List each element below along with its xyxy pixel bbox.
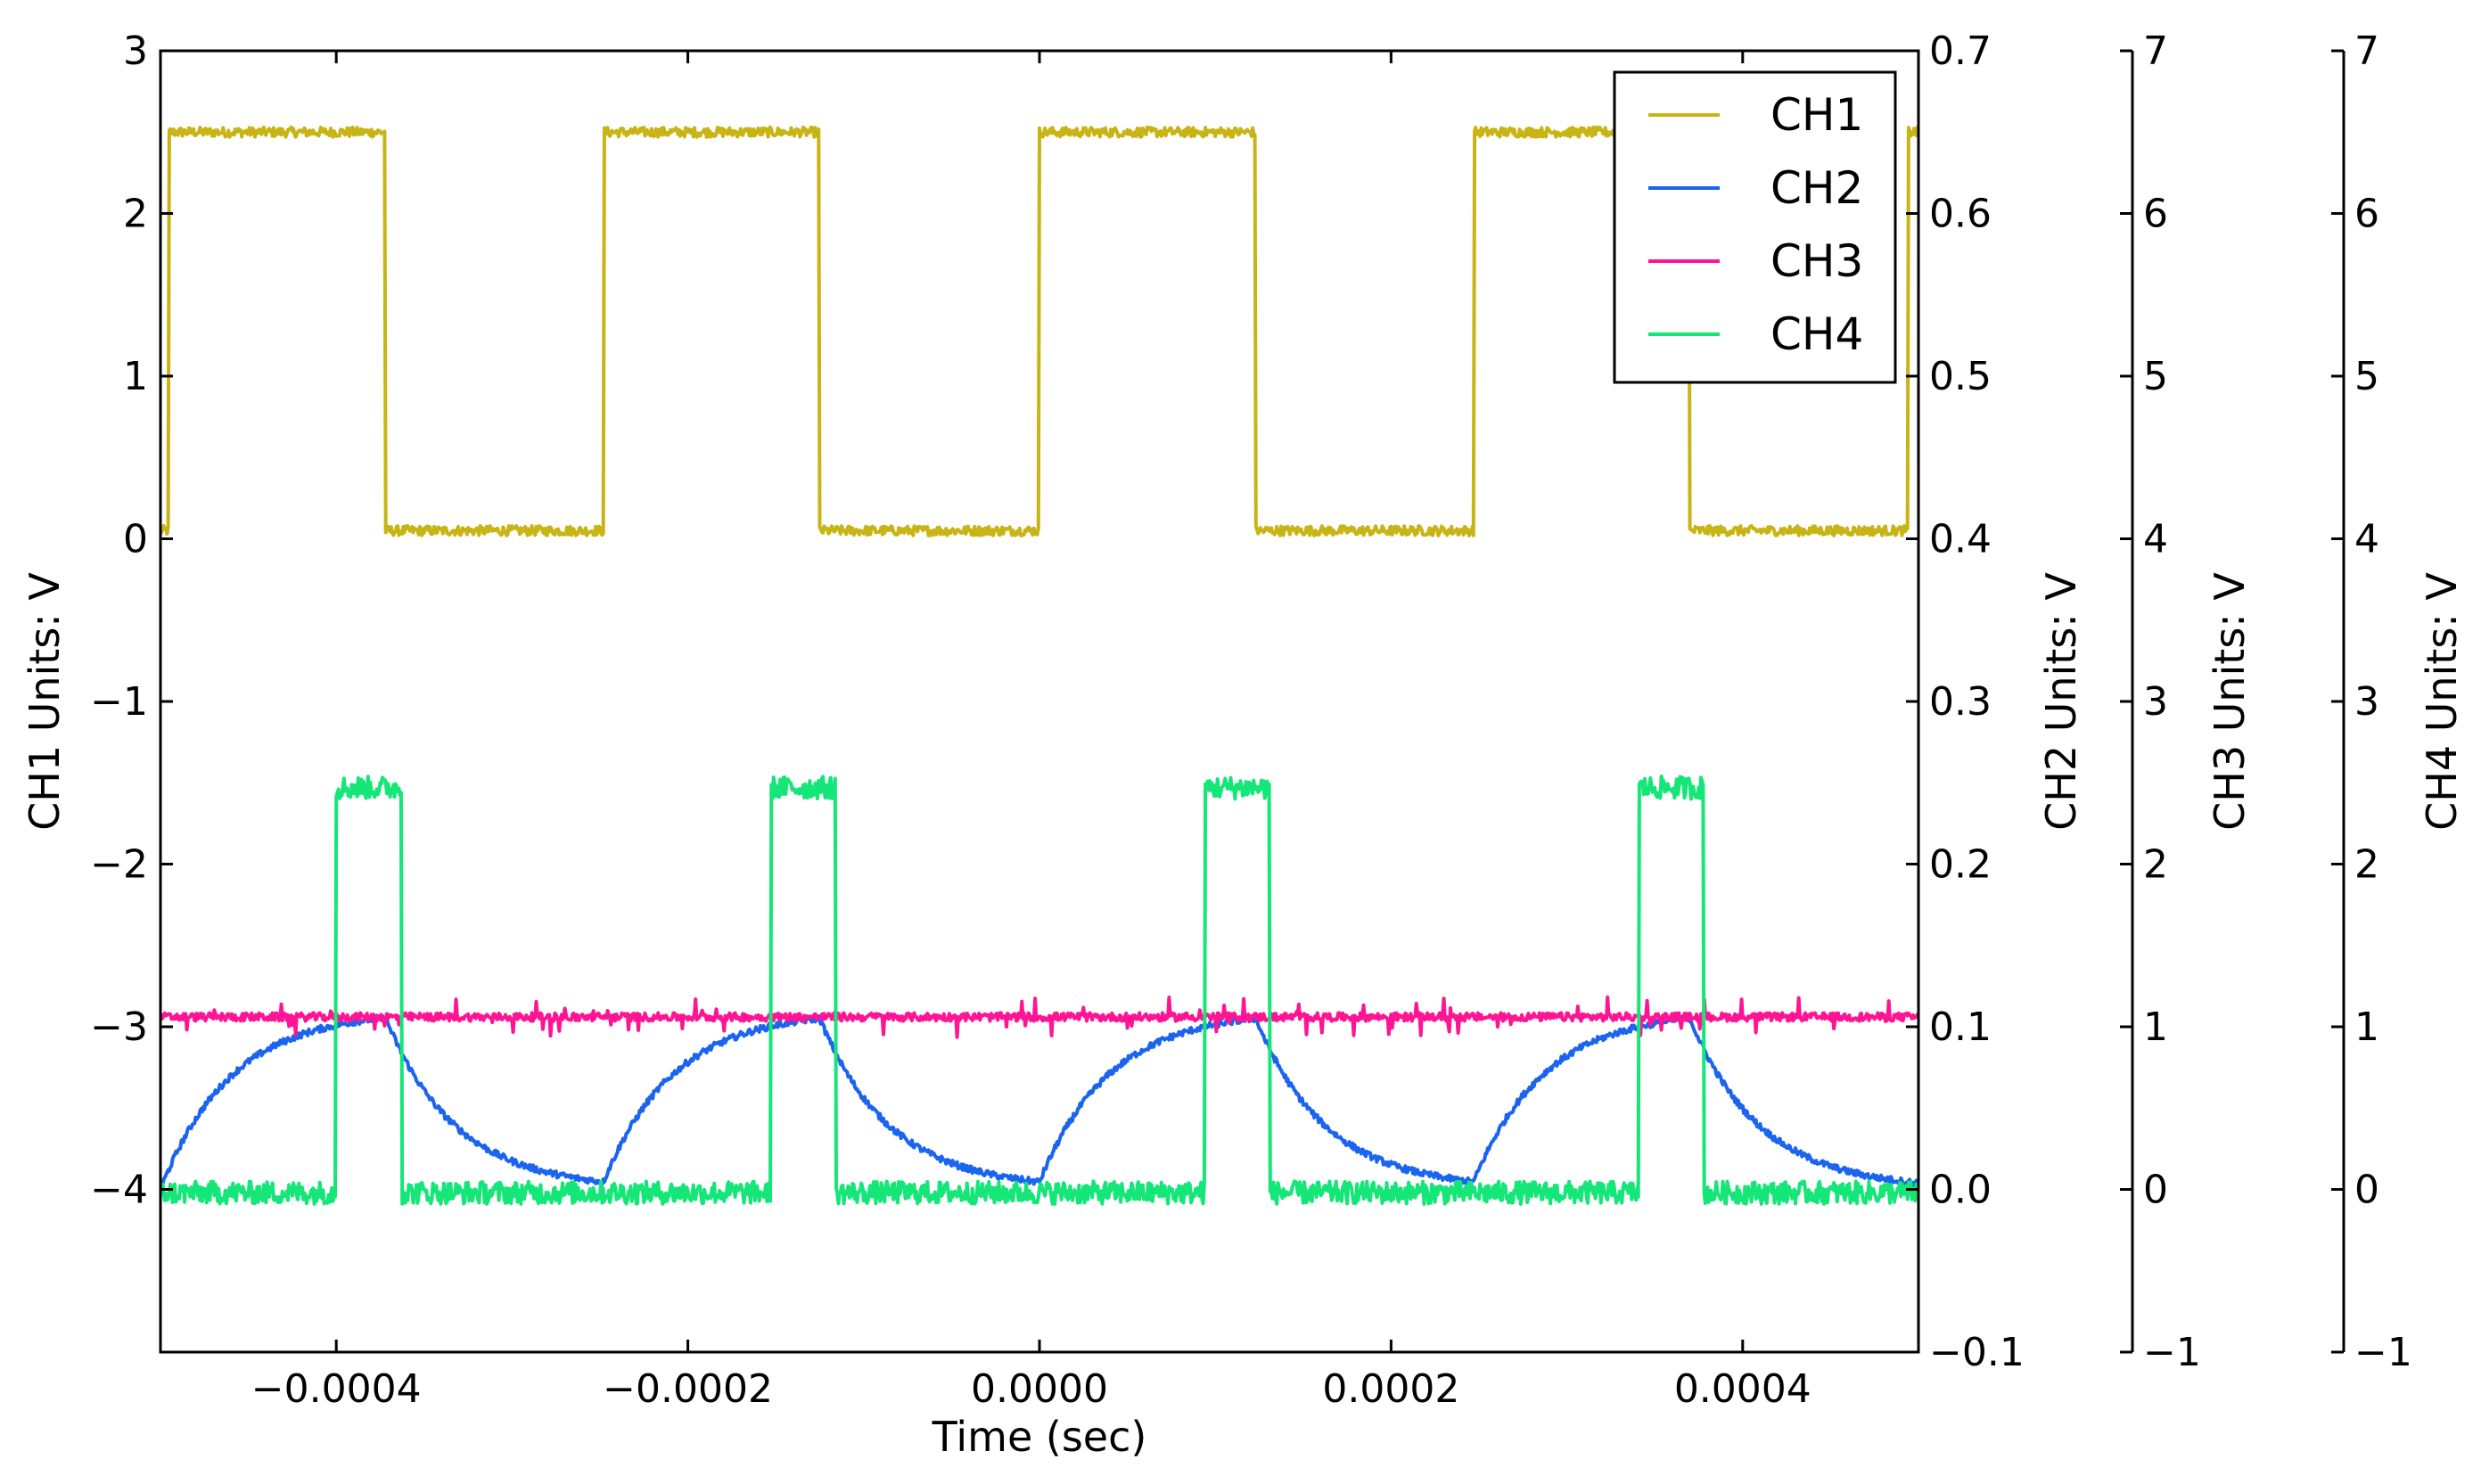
ch4-tick-label: 5 — [2354, 354, 2379, 399]
ch3-axis-label: CH3 Units: V — [2206, 572, 2254, 831]
ch3-tick-label: 2 — [2143, 842, 2168, 888]
legend: CH1 CH2 CH3 CH4 — [1613, 70, 1897, 384]
axes-layer: −0.0004 −0.0002 0.0000 0.0002 0.00043210−1−2… — [21, 29, 2466, 1412]
legend-box — [1613, 70, 1897, 384]
ch1-tick-label: −2 — [90, 842, 148, 888]
x-tick-label: 0.0000 — [971, 1366, 1108, 1412]
x-tick-label: 0.0002 — [1322, 1366, 1459, 1412]
ch2-tick-label: 0.3 — [1929, 679, 1992, 725]
ch4-tick-label: 3 — [2354, 679, 2379, 725]
ch2-tick-label: 0.5 — [1929, 354, 1992, 399]
ch2-tick-label: 0.4 — [1929, 517, 1992, 562]
ch2-tick-label: 0.2 — [1929, 842, 1992, 888]
legend-label-ch4: CH4 — [1770, 308, 1863, 360]
ch1-tick-label: 2 — [123, 192, 148, 237]
ch3-tick-label: 7 — [2143, 29, 2168, 74]
series-line-ch2 — [160, 1013, 1918, 1191]
ch1-tick-label: −3 — [90, 1004, 148, 1050]
x-tick-label: 0.0004 — [1674, 1366, 1811, 1412]
ch1-tick-label: 1 — [123, 354, 148, 399]
ch2-tick-label: 0.0 — [1929, 1168, 1992, 1213]
ch3-tick-label: 6 — [2143, 192, 2168, 237]
ch1-tick-label: −4 — [90, 1168, 148, 1213]
x-axis-label: Time (sec) — [932, 1413, 1147, 1461]
ch4-tick-label: 2 — [2354, 842, 2379, 888]
ch4-tick-label: 1 — [2354, 1004, 2379, 1050]
ch2-tick-label: 0.7 — [1929, 29, 1992, 74]
ch2-tick-label: 0.1 — [1929, 1004, 1992, 1050]
x-tick-label: −0.0004 — [251, 1366, 422, 1412]
legend-label-ch3: CH3 — [1770, 235, 1863, 287]
ch2-tick-label: −0.1 — [1929, 1330, 2025, 1375]
legend-label-ch1: CH1 — [1770, 89, 1863, 141]
ch4-tick-label: 4 — [2354, 517, 2379, 562]
x-tick-label: −0.0002 — [603, 1366, 773, 1412]
ch4-tick-label: 6 — [2354, 192, 2379, 237]
ch1-tick-label: 3 — [123, 29, 148, 74]
series-line-ch3 — [160, 995, 1918, 1039]
ch2-axis-label: CH2 Units: V — [2037, 572, 2085, 831]
series-line-ch4 — [160, 775, 1918, 1206]
ch4-tick-label: 7 — [2354, 29, 2379, 74]
ch3-tick-label: 3 — [2143, 679, 2168, 725]
ch3-tick-label: 4 — [2143, 517, 2168, 562]
ch3-tick-label: 1 — [2143, 1004, 2168, 1050]
ch1-axis-label: CH1 Units: V — [21, 572, 69, 831]
ch4-tick-label: 0 — [2354, 1168, 2379, 1213]
legend-label-ch2: CH2 — [1770, 162, 1863, 214]
ch3-tick-label: −1 — [2143, 1330, 2201, 1375]
ch4-axis-label: CH4 Units: V — [2418, 572, 2466, 831]
ch2-tick-label: 0.6 — [1929, 192, 1992, 237]
ch4-tick-label: −1 — [2354, 1330, 2412, 1375]
ch1-tick-label: 0 — [123, 517, 148, 562]
ch3-tick-label: 0 — [2143, 1168, 2168, 1213]
ch1-tick-label: −1 — [90, 679, 148, 725]
ch3-tick-label: 5 — [2143, 354, 2168, 399]
